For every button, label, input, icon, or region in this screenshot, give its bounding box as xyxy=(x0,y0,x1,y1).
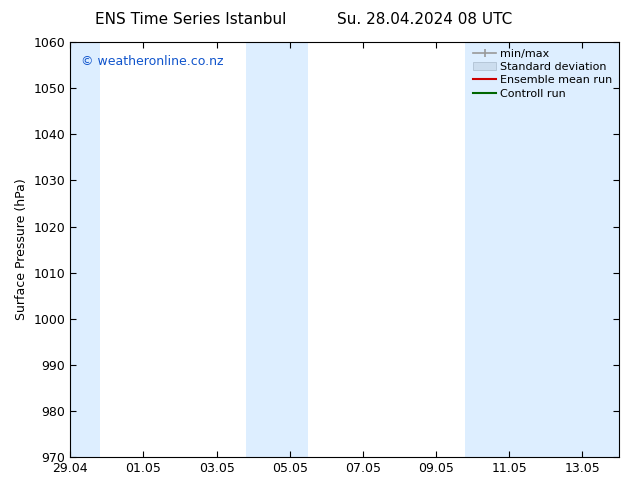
Bar xyxy=(465,42,619,457)
Text: Su. 28.04.2024 08 UTC: Su. 28.04.2024 08 UTC xyxy=(337,12,512,27)
Bar xyxy=(246,42,308,457)
Bar xyxy=(70,42,100,457)
Y-axis label: Surface Pressure (hPa): Surface Pressure (hPa) xyxy=(15,179,28,320)
Legend: min/max, Standard deviation, Ensemble mean run, Controll run: min/max, Standard deviation, Ensemble me… xyxy=(469,44,617,103)
Text: ENS Time Series Istanbul: ENS Time Series Istanbul xyxy=(94,12,286,27)
Text: © weatheronline.co.nz: © weatheronline.co.nz xyxy=(81,54,224,68)
